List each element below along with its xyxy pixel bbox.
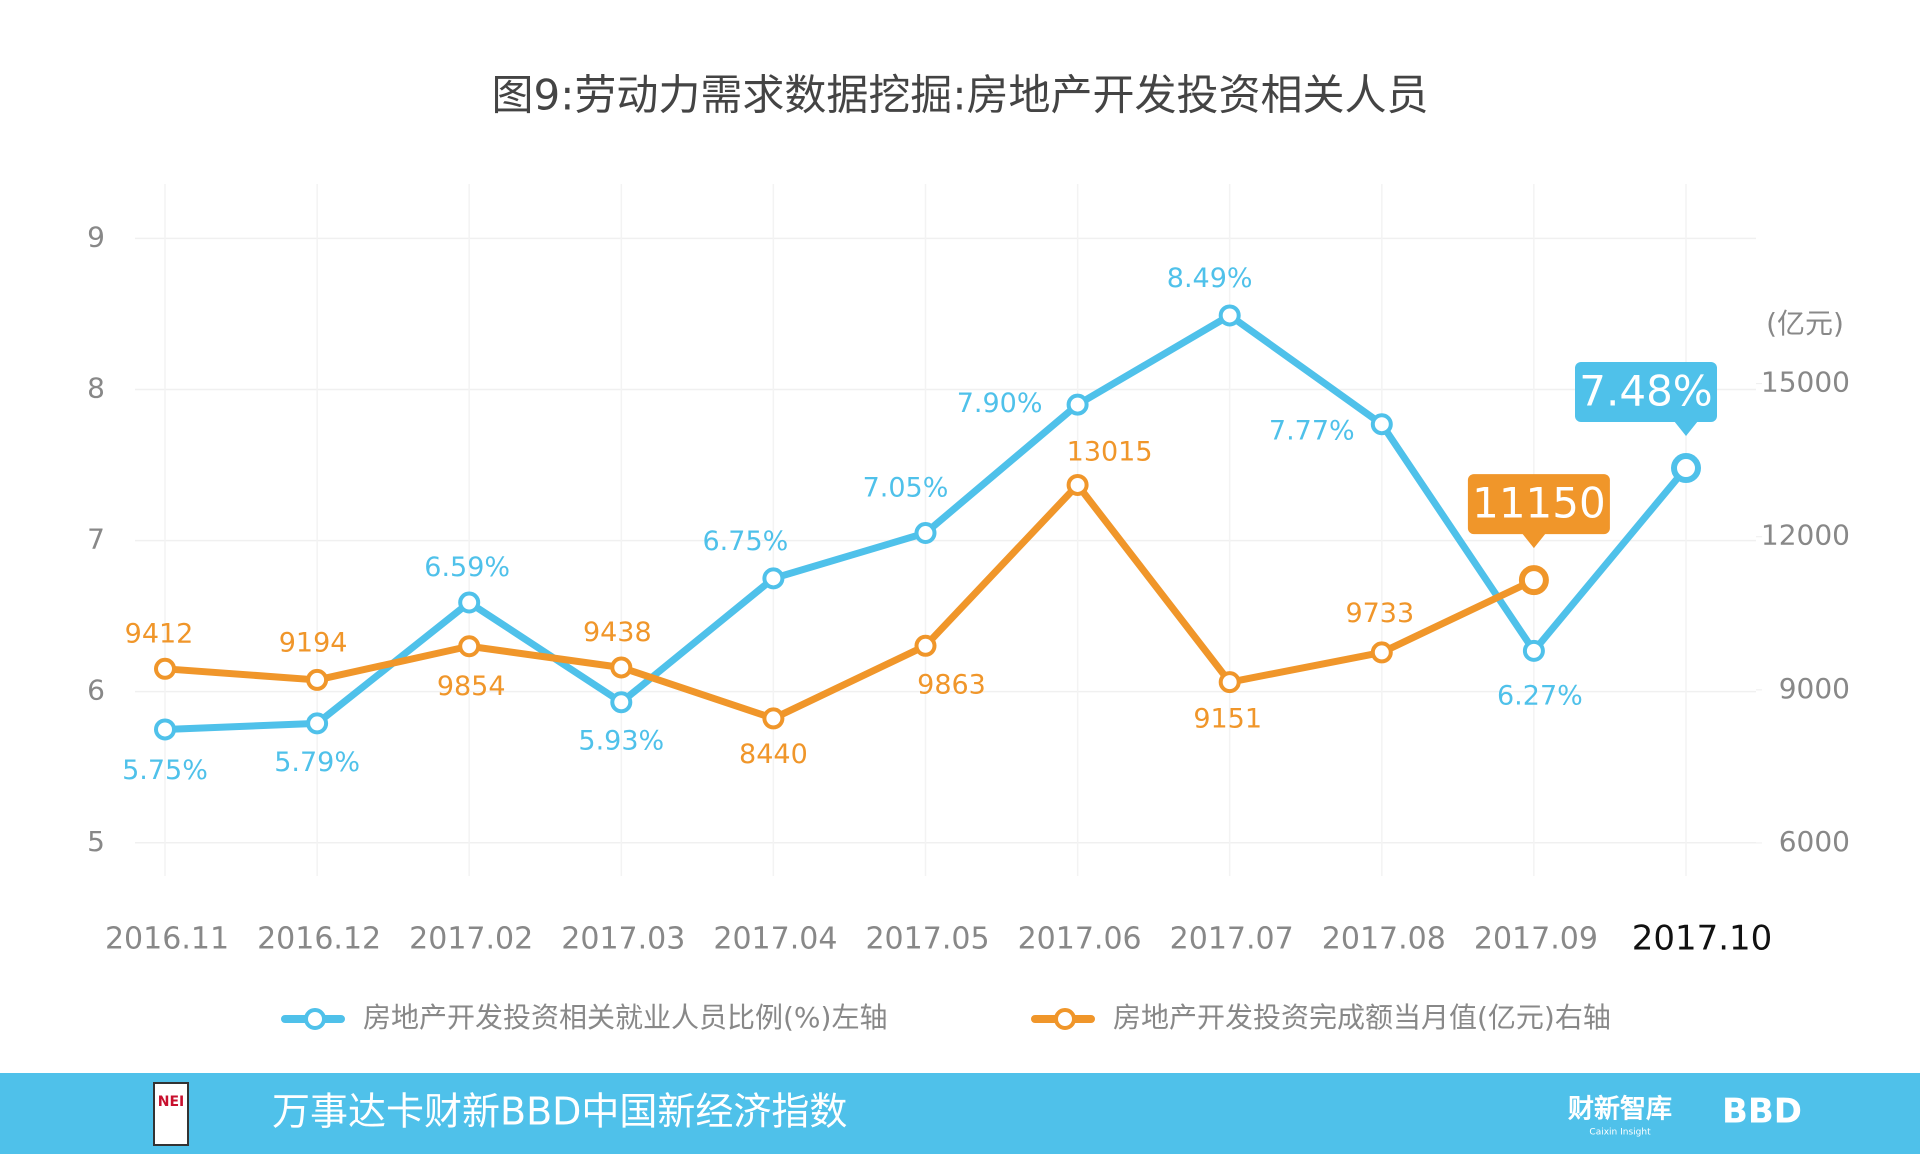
point xyxy=(306,668,329,691)
y2-tick-label: 6000 xyxy=(1779,825,1850,858)
footer-brand2: BBD xyxy=(1722,1092,1802,1132)
y2-tick-label: 9000 xyxy=(1779,672,1850,705)
legend-swatch-point xyxy=(304,1008,326,1030)
data-label: 7.90% xyxy=(957,388,1043,419)
x-tick-label: 2016.12 xyxy=(257,922,381,957)
x-tick-label: 2017.10 xyxy=(1632,919,1773,959)
data-label: 9412 xyxy=(125,618,194,649)
callout-pointer xyxy=(1674,421,1698,437)
data-label: 9854 xyxy=(437,671,506,702)
data-label: 9194 xyxy=(279,627,348,658)
footer-logo: NEI xyxy=(158,1094,185,1110)
point xyxy=(1518,565,1549,596)
point xyxy=(1522,639,1545,662)
y2-tick-label: 15000 xyxy=(1761,366,1850,399)
legend-label: 房地产开发投资完成额当月值(亿元)右轴 xyxy=(1113,1001,1611,1034)
point xyxy=(1218,671,1241,694)
point xyxy=(914,522,937,545)
footer-logo-box xyxy=(153,1082,189,1146)
callout-label: 7.48% xyxy=(1579,367,1712,416)
data-label: 6.75% xyxy=(703,526,789,557)
point xyxy=(1218,304,1241,327)
point xyxy=(1066,393,1089,416)
data-label: 6.59% xyxy=(424,552,510,583)
data-label: 9151 xyxy=(1193,704,1262,735)
point xyxy=(1066,473,1089,496)
x-tick-label: 2016.11 xyxy=(105,922,229,957)
point xyxy=(1671,453,1701,484)
callout-box xyxy=(1467,474,1610,535)
footer-title: 万事达卡财新BBD中国新经济指数 xyxy=(272,1090,847,1134)
point xyxy=(154,657,176,680)
point xyxy=(610,691,633,714)
point xyxy=(762,567,785,590)
point xyxy=(914,634,937,657)
callout-pointer xyxy=(1521,533,1546,549)
data-label: 7.05% xyxy=(863,473,949,504)
callout-label: 11150 xyxy=(1472,479,1606,528)
data-label: 9438 xyxy=(583,617,652,648)
point xyxy=(1370,641,1393,664)
chart-title: 图9:劳动力需求数据挖掘:房地产开发投资相关人员 xyxy=(491,71,1428,120)
point xyxy=(306,712,329,735)
data-label: 5.79% xyxy=(274,747,360,778)
data-label: 7.77% xyxy=(1269,416,1355,447)
data-label: 9733 xyxy=(1345,598,1414,629)
data-label: 8.49% xyxy=(1167,263,1253,294)
x-tick-label: 2017.06 xyxy=(1018,922,1142,957)
data-label: 9863 xyxy=(917,669,986,700)
x-tick-label: 2017.07 xyxy=(1170,922,1294,957)
footer-brand: 财新智库 xyxy=(1568,1094,1672,1125)
x-tick-label: 2017.02 xyxy=(409,922,533,957)
footer-brand-sub: Caixin Insight xyxy=(1589,1128,1651,1138)
x-tick-label: 2017.09 xyxy=(1474,922,1598,957)
data-label: 5.75% xyxy=(122,755,208,786)
x-tick-label: 2017.03 xyxy=(561,922,685,957)
point xyxy=(1370,413,1393,436)
x-tick-label: 2017.08 xyxy=(1322,922,1446,957)
series-line xyxy=(161,481,1538,722)
y-tick-label: 7 xyxy=(87,523,105,556)
data-label: 5.93% xyxy=(578,726,664,757)
x-tick-label: 2017.05 xyxy=(865,922,989,957)
y-tick-label: 8 xyxy=(87,371,105,404)
x-tick-label: 2017.04 xyxy=(713,922,837,957)
callout-box xyxy=(1575,362,1717,423)
footer-band xyxy=(0,1073,1920,1154)
point xyxy=(154,718,176,741)
point xyxy=(458,635,481,658)
data-label: 8440 xyxy=(739,739,808,770)
y-tick-label: 6 xyxy=(87,674,105,707)
data-label: 6.27% xyxy=(1497,680,1583,711)
point xyxy=(610,656,633,679)
legend-swatch-point xyxy=(1054,1008,1076,1030)
y2-tick-label: 12000 xyxy=(1761,519,1850,552)
point xyxy=(458,591,481,614)
legend-label: 房地产开发投资相关就业人员比例(%)左轴 xyxy=(363,1001,887,1034)
y2-axis-label: (亿元) xyxy=(1766,307,1844,340)
y-tick-label: 5 xyxy=(87,825,105,858)
y-tick-label: 9 xyxy=(87,220,105,253)
data-label: 13015 xyxy=(1067,436,1153,467)
point xyxy=(762,707,785,730)
